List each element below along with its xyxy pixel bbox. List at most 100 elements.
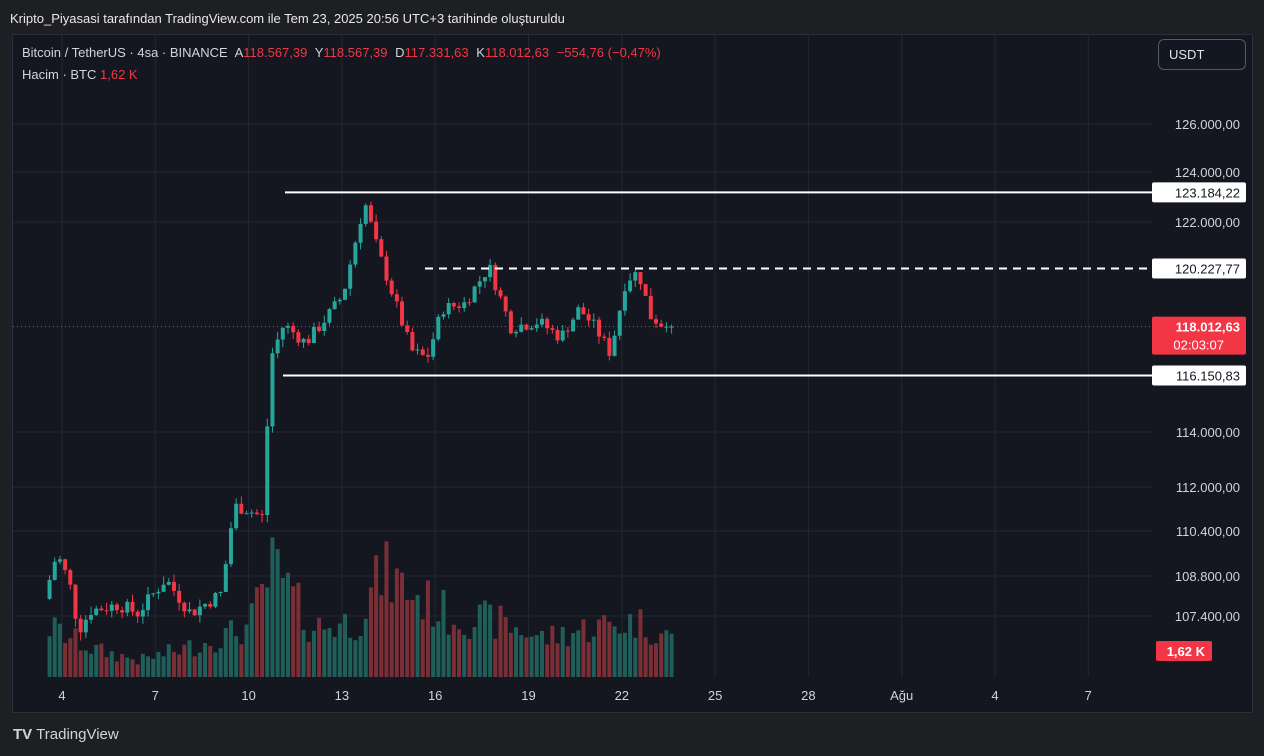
price-tick-label: 110.400,00	[1176, 524, 1240, 539]
volume-bar	[332, 636, 337, 677]
volume-bar	[270, 537, 275, 677]
volume-bar	[581, 619, 586, 677]
volume-bar	[114, 661, 119, 677]
volume-bar	[591, 636, 596, 677]
volume-bar	[156, 651, 161, 677]
candle-body	[166, 581, 171, 585]
volume-bar	[63, 642, 68, 677]
candle-body	[317, 326, 322, 331]
candle-body	[291, 325, 296, 333]
candle-body	[322, 322, 327, 331]
volume-bar	[249, 603, 254, 677]
volume-bar	[343, 614, 348, 677]
close-label: K	[476, 45, 485, 60]
volume-bar	[664, 630, 669, 677]
volume-bar	[363, 618, 368, 677]
volume-bar	[410, 599, 415, 677]
candle-body	[78, 618, 83, 633]
volume-bar	[648, 644, 653, 677]
time-tick-label: 13	[335, 688, 349, 703]
volume-bar	[52, 617, 57, 677]
volume-bar	[638, 609, 643, 677]
candle-body	[239, 503, 244, 514]
volume-bar	[244, 624, 249, 677]
candle-body	[218, 592, 223, 594]
candle-body	[182, 602, 187, 612]
volume-bar	[296, 582, 301, 677]
level-label: 123.184,22	[1175, 185, 1240, 200]
candle-body	[52, 561, 57, 580]
open-value: 118.567,39	[243, 45, 308, 60]
time-tick-label: 22	[615, 688, 629, 703]
price-axis: 126.000,00 124.000,00 122.000,00 110.400,00…	[1175, 117, 1240, 624]
candle-body	[275, 339, 280, 354]
candle-body	[659, 323, 664, 327]
volume-bar	[384, 541, 389, 677]
candle-body	[114, 604, 119, 611]
volume-bar	[291, 586, 296, 677]
candle-body	[560, 330, 565, 341]
volume-bar	[477, 604, 482, 677]
volume-bar	[488, 604, 493, 677]
volume-label[interactable]: Hacim · BTC	[22, 67, 97, 82]
candle-body	[415, 349, 420, 351]
volume-bar	[223, 627, 228, 677]
volume-bar	[187, 640, 192, 677]
volume-bar	[166, 644, 171, 677]
candle-body	[425, 354, 430, 357]
candle-body	[156, 591, 161, 594]
volume-bar	[400, 572, 405, 677]
price-tick-label: 112.000,00	[1176, 480, 1240, 495]
candle-body	[493, 264, 498, 291]
candle-body	[213, 592, 218, 607]
candle-body	[343, 288, 348, 300]
candle-body	[431, 339, 436, 357]
volume-legend: Hacim · BTC 1,62 K	[22, 67, 138, 82]
volume-bar	[374, 555, 379, 677]
candle-body	[161, 584, 166, 592]
candle-body	[664, 326, 669, 328]
candle-body	[57, 559, 62, 562]
level-label-box	[1152, 182, 1246, 203]
price-tick-label: 108.800,00	[1175, 569, 1240, 584]
candle-body	[638, 272, 643, 285]
candle-body	[519, 324, 524, 332]
volume-bar	[99, 643, 104, 677]
candle-body	[151, 593, 156, 595]
candle-body	[488, 264, 493, 278]
volume-bar	[457, 629, 462, 677]
candle-body	[524, 324, 529, 330]
level-label-box	[1152, 258, 1246, 279]
volume-bar	[182, 644, 187, 677]
time-tick-label: 7	[1085, 688, 1092, 703]
candle-body	[306, 338, 311, 344]
volume-bar	[405, 599, 410, 677]
candle-body	[192, 609, 197, 616]
candle-body	[99, 608, 104, 611]
candle-body	[125, 601, 130, 613]
high-value: 118.567,39	[323, 45, 388, 60]
candle-body	[420, 349, 425, 355]
candle-body	[586, 314, 591, 321]
candle-body	[120, 610, 125, 613]
candle-body	[394, 294, 399, 302]
candle-body	[197, 606, 202, 616]
volume-bar	[151, 658, 156, 677]
candle-body	[482, 277, 487, 282]
candle-body	[462, 302, 467, 309]
volume-bar	[565, 646, 570, 677]
tradingview-logo[interactable]: TV TradingView	[13, 726, 119, 743]
close-value: 118.012,63	[484, 45, 550, 60]
candle-body	[565, 330, 570, 332]
volume-bar	[571, 633, 576, 677]
volume-bars	[47, 537, 674, 677]
chart-caption: Kripto_Piyasasi tarafından TradingView.c…	[10, 11, 565, 26]
currency-button[interactable]: USDT	[1158, 39, 1246, 70]
volume-bar	[285, 572, 290, 677]
candle-body	[177, 590, 182, 603]
grid-lines	[13, 35, 1152, 677]
symbol-label[interactable]: Bitcoin / TetherUS · 4sa · BINANCE	[22, 45, 228, 60]
candle-body	[612, 335, 617, 356]
volume-bar	[47, 636, 52, 677]
